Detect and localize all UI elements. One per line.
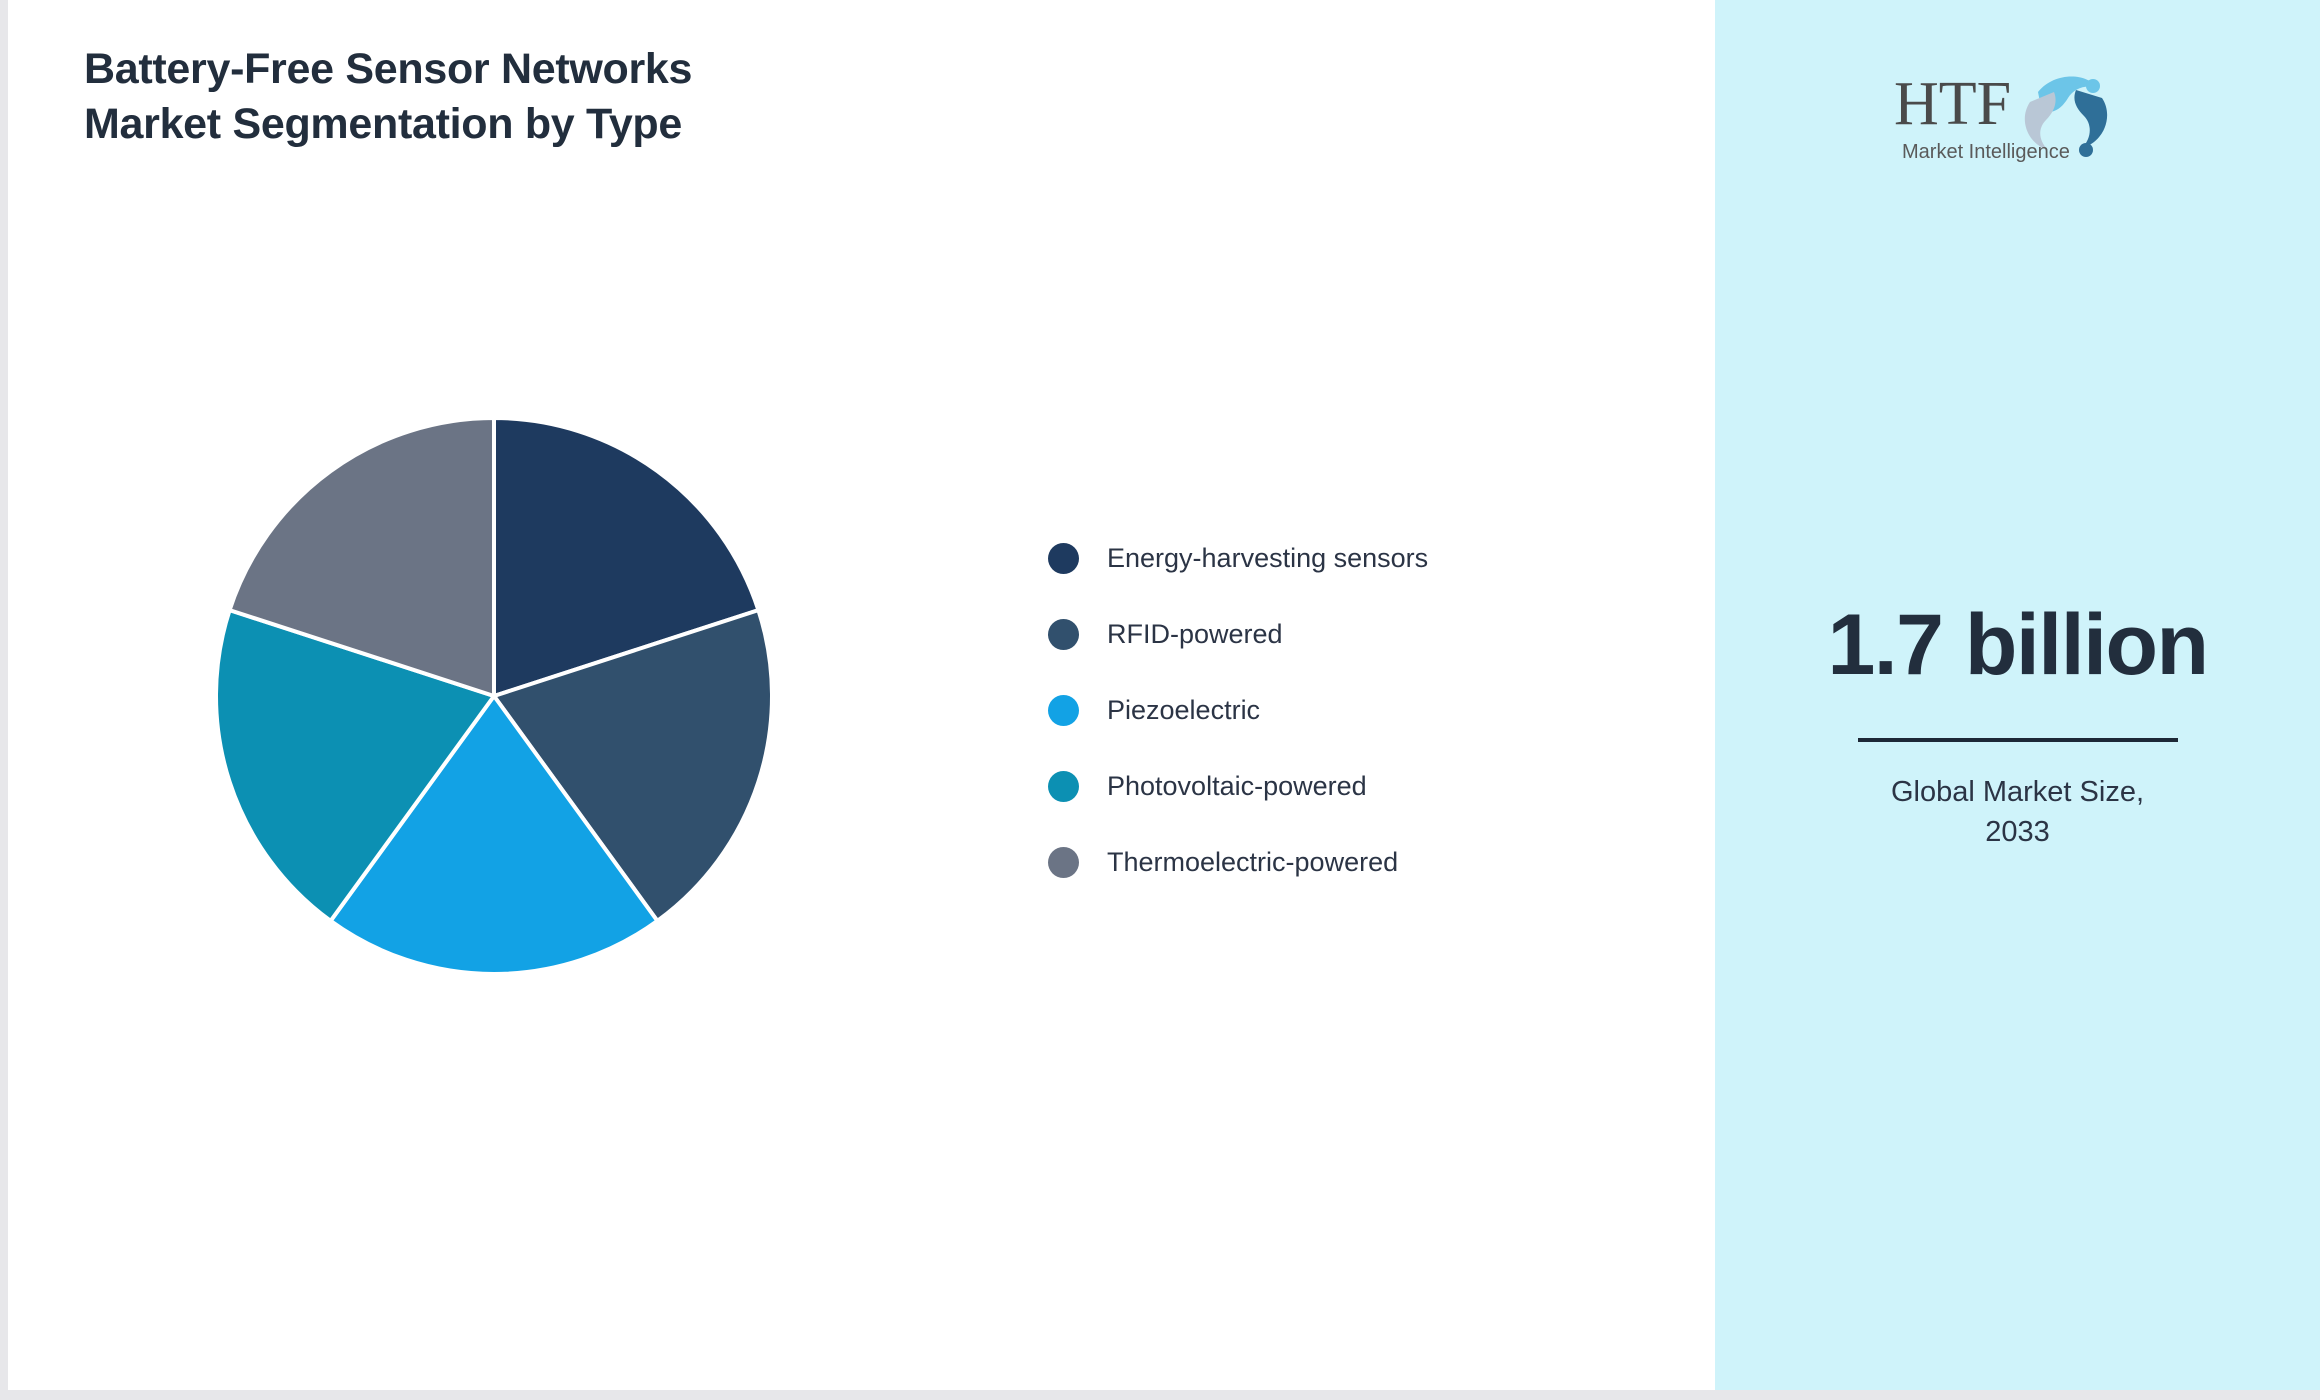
legend-color-dot-icon <box>1048 846 1079 878</box>
logo-svg: HTF Market Intelligence <box>1894 70 2107 163</box>
logo-tagline-text: Market Intelligence <box>1902 141 2070 163</box>
legend-item-label: Energy-harvesting sensors <box>1107 542 1429 573</box>
legend-item-thermoelectric-powered[interactable]: Thermoelectric-powered <box>1048 824 1668 900</box>
legend-color-dot-icon <box>1048 694 1079 726</box>
logo-emblem-icon <box>2024 76 2107 157</box>
legend-item-label: RFID-powered <box>1107 618 1283 649</box>
legend-color-dot-icon <box>1048 542 1079 574</box>
stat-caption: Global Market Size, 2033 <box>1890 776 2145 849</box>
pie-slice-group <box>214 415 774 976</box>
stat-value: 1.7 billion <box>1827 597 2209 693</box>
legend-item-label: Thermoelectric-powered <box>1107 846 1399 877</box>
legend-item-energy-harvesting-sensors[interactable]: Energy-harvesting sensors <box>1048 520 1668 596</box>
pie-slice[interactable] <box>214 607 498 924</box>
pie-chart-svg <box>214 415 774 976</box>
legend-color-dot-icon <box>1048 618 1079 650</box>
legend-item-piezoelectric[interactable]: Piezoelectric <box>1048 672 1668 748</box>
htf-market-intelligence-logo[interactable]: HTF Market Intelligence <box>1888 58 2148 168</box>
pie-slice[interactable] <box>492 415 761 699</box>
pie-slice[interactable] <box>490 607 774 924</box>
page-title: Battery-Free Sensor Networks Market Segm… <box>84 45 693 149</box>
logo-wordmark-text: HTF <box>1894 70 2011 138</box>
chart-legend: Energy-harvesting sensors RFID-powered P… <box>1048 520 1668 900</box>
legend-item-label: Photovoltaic-powered <box>1107 770 1367 801</box>
right-highlight-panel: HTF Market Intelligence 1.7 billion Glob… <box>1715 0 2320 1390</box>
legend-color-dot-icon <box>1048 770 1079 802</box>
stat-block: 1.7 billion Global Market Size, 2033 <box>1715 600 2320 852</box>
pie-chart <box>213 415 775 977</box>
left-content-panel: Battery-Free Sensor Networks Market Segm… <box>8 0 1715 1390</box>
legend-item-rfid-powered[interactable]: RFID-powered <box>1048 596 1668 672</box>
pie-slice[interactable] <box>327 692 661 976</box>
legend-item-photovoltaic-powered[interactable]: Photovoltaic-powered <box>1048 748 1668 824</box>
pie-slice[interactable] <box>227 415 496 699</box>
stat-divider <box>1857 738 2178 743</box>
legend-item-label: Piezoelectric <box>1107 694 1261 725</box>
